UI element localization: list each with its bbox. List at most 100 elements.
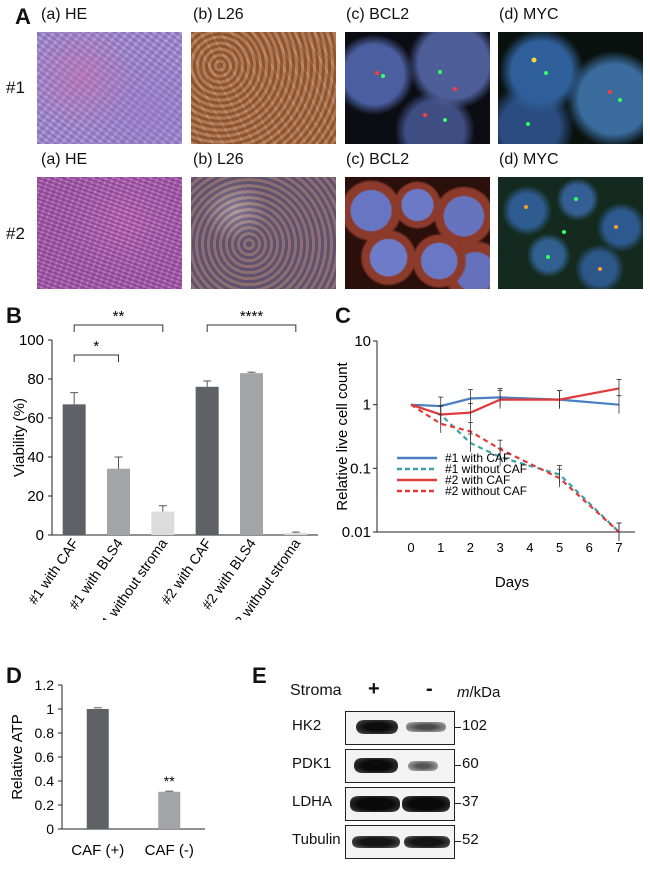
d-bar-1 xyxy=(158,791,181,829)
mw-unit-m: m xyxy=(457,684,470,701)
d-ytick-label-5: 1 xyxy=(46,701,54,717)
c-ytick-label-3: 10 xyxy=(354,333,371,350)
c-xlabel: Days xyxy=(495,574,529,591)
mw-pdk1: 60 xyxy=(462,755,479,772)
c-xtick-label-4: 4 xyxy=(526,540,533,555)
d-xtick-label-0: CAF (+) xyxy=(71,842,124,859)
b-ytick-label-3: 60 xyxy=(27,410,44,427)
caption-r1-l26: (b) L26 xyxy=(193,6,244,23)
c-legend-label-2: #2 with CAF xyxy=(445,473,510,487)
b-bar-2 xyxy=(151,511,175,535)
blot-label-pdk1: PDK1 xyxy=(292,755,332,772)
myc-fish-1 xyxy=(498,32,643,144)
c-xtick-label-7: 7 xyxy=(615,540,622,555)
blot-tubulin xyxy=(345,825,455,859)
chart-c: 0.01 0.1 1 10 0 1 2 3 4 5 6 7 Days Relative live cell… xyxy=(334,333,635,591)
blot-hk2 xyxy=(345,711,455,745)
l26-stain-2 xyxy=(191,177,336,289)
d-ytick-label-2: 0.4 xyxy=(35,773,55,789)
c-legend-label-1: #1 without CAF xyxy=(445,462,527,476)
c-series-line-3 xyxy=(410,403,620,533)
band-hk2-plus xyxy=(356,720,398,734)
caption-r2-he: (a) HE xyxy=(41,151,88,168)
c-series-line-0 xyxy=(410,396,620,408)
band-ldha-minus xyxy=(402,796,450,812)
bcl2-signals-1 xyxy=(375,70,457,122)
b-ytick-label-0: 0 xyxy=(36,527,44,544)
panel-d-letter: D xyxy=(6,663,22,688)
b-sig-bracket-1 xyxy=(73,324,164,332)
b-bar-5 xyxy=(284,533,308,535)
c-xtick-label-1: 1 xyxy=(437,540,444,555)
caption-r1-he: (a) HE xyxy=(41,6,88,23)
mw-tick-pdk1 xyxy=(454,765,461,766)
b-bar-4 xyxy=(240,373,263,535)
d-ytick-label-0: 0 xyxy=(46,821,54,837)
c-legend-label-0: #1 with CAF xyxy=(445,451,510,465)
band-tubulin-plus xyxy=(352,836,400,848)
c-series-line-1 xyxy=(410,403,620,533)
row-label-2: #2 xyxy=(6,224,25,243)
myc-fish-2 xyxy=(498,177,643,289)
b-ytick-label-1: 20 xyxy=(27,488,44,505)
d-annotation-1: ** xyxy=(164,773,175,789)
blot-label-tubulin: Tubulin xyxy=(292,831,341,848)
panel-a-letter: A xyxy=(15,4,31,29)
mw-hk2: 102 xyxy=(462,717,488,734)
c-xtick-label-2: 2 xyxy=(467,540,474,555)
b-bar-0 xyxy=(62,404,86,535)
band-ldha-plus xyxy=(350,796,400,812)
b-ylabel: Viability (%) xyxy=(11,398,28,477)
d-ylabel: Relative ATP xyxy=(9,714,26,800)
blot-label-hk2: HK2 xyxy=(292,717,322,734)
band-tubulin-minus xyxy=(404,836,450,848)
blot-label-ldha: LDHA xyxy=(292,793,333,810)
d-xtick-label-1: CAF (-) xyxy=(145,842,194,859)
myc-signals-1 xyxy=(526,57,622,126)
b-sig-bracket-0 xyxy=(73,354,119,362)
stroma-label: Stroma xyxy=(290,682,342,699)
c-series-line-2 xyxy=(410,387,620,416)
c-ytick-label-0: 0.01 xyxy=(342,524,371,541)
mw-tick-hk2 xyxy=(454,727,461,728)
b-sig-label-0: * xyxy=(93,338,99,355)
c-ytick-label-2: 1 xyxy=(363,397,371,414)
c-xtick-label-5: 5 xyxy=(556,540,563,555)
c-legend-label-3: #2 without CAF xyxy=(445,484,527,498)
myc-signals-2 xyxy=(524,197,618,271)
b-sig-bracket-2 xyxy=(206,324,297,332)
b-bar-1 xyxy=(107,468,130,535)
blot-ldha xyxy=(345,787,455,821)
b-ytick-label-2: 40 xyxy=(27,449,44,466)
c-xtick-label-0: 0 xyxy=(407,540,414,555)
mw-unit-label: m/kDa xyxy=(457,684,500,701)
panel-e-letter: E xyxy=(252,663,267,688)
mw-ldha: 37 xyxy=(462,793,479,810)
he-micrograph-2 xyxy=(37,177,182,289)
l26-stain-1 xyxy=(191,32,336,144)
caption-r2-myc: (d) MYC xyxy=(499,151,559,168)
mw-tubulin: 52 xyxy=(462,831,479,848)
stroma-plus: + xyxy=(368,678,380,700)
mw-unit-rest: /kDa xyxy=(469,684,501,701)
b-bar-3 xyxy=(195,386,219,535)
band-pdk1-minus xyxy=(408,761,438,771)
caption-r2-bcl2: (c) BCL2 xyxy=(346,151,410,168)
d-ytick-label-4: 0.8 xyxy=(35,725,55,741)
stroma-minus: - xyxy=(426,678,433,700)
blot-pdk1 xyxy=(345,749,455,783)
b-ytick-label-5: 100 xyxy=(19,332,44,349)
bcl2-fish-2 xyxy=(345,177,490,289)
c-xtick-label-6: 6 xyxy=(586,540,593,555)
caption-r1-bcl2: (c) BCL2 xyxy=(346,6,410,23)
bcl2-fish-1 xyxy=(345,32,490,144)
d-ytick-label-1: 0.2 xyxy=(35,797,55,813)
b-sig-label-2: **** xyxy=(240,308,264,325)
d-bar-0 xyxy=(86,709,109,829)
he-micrograph-1 xyxy=(37,32,182,144)
c-ylabel: Relative live cell count xyxy=(334,361,351,510)
mw-tick-tubulin xyxy=(454,841,461,842)
band-pdk1-plus xyxy=(354,758,398,773)
row-label-1: #1 xyxy=(6,78,25,97)
